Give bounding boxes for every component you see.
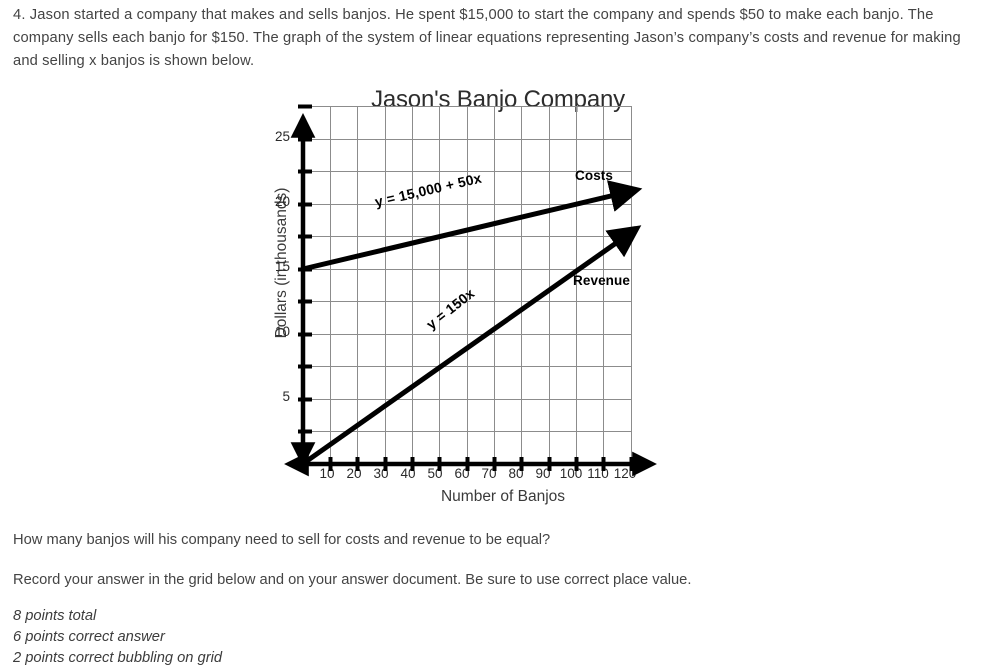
y-tick-label-5: 5 [282, 389, 290, 404]
answer-instruction: Record your answer in the grid below and… [13, 572, 692, 588]
chart-title: Jason's Banjo Company [371, 86, 625, 113]
costs-line [302, 180, 643, 272]
series-label-costs: Costs [575, 168, 614, 183]
plot-area [284, 104, 657, 477]
x-axis-ticks [328, 457, 634, 471]
scoring-line-bubbling: 2 points correct bubbling on grid [13, 650, 223, 666]
scoring-line-correct-answer: 6 points correct answer [13, 629, 165, 645]
y-tick-label-20: 20 [274, 194, 290, 209]
scoring-line-total: 8 points total [13, 608, 97, 624]
y-tick-label-25: 25 [274, 129, 290, 144]
y-tick-label-10: 10 [274, 324, 290, 339]
revenue-line [302, 225, 642, 466]
problem-statement: 4. Jason started a company that makes an… [13, 7, 961, 69]
x-axis-label: Number of Banjos [440, 488, 566, 505]
y-tick-label-15: 15 [274, 259, 290, 274]
series-label-revenue: Revenue [573, 273, 630, 288]
question-prompt: How many banjos will his company need to… [13, 532, 551, 548]
chart-figure: Jason's Banjo Company Dollars (in thousa… [240, 86, 680, 516]
